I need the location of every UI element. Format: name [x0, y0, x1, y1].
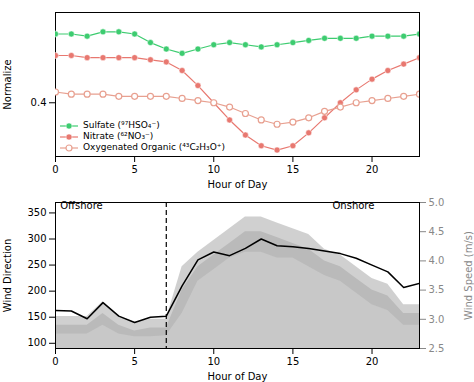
svg-text:20: 20: [366, 164, 379, 175]
svg-text:Hour of Day: Hour of Day: [208, 371, 268, 382]
svg-text:10: 10: [207, 356, 220, 367]
svg-text:Wind Direction: Wind Direction: [2, 239, 13, 313]
svg-text:10: 10: [207, 164, 220, 175]
html-text:Sulfate (⁹⁷HSO₄⁻): Sulfate (⁹⁷HSO₄⁻): [83, 120, 160, 130]
html-text:Oxygenated Organic (⁴³C₂H₃O⁺): Oxygenated Organic (⁴³C₂H₃O⁺): [83, 142, 226, 152]
html-text:Nitrate (⁶²NO₃⁻): Nitrate (⁶²NO₃⁻): [83, 131, 154, 141]
svg-text:150: 150: [27, 311, 46, 322]
svg-text:Hour of Day: Hour of Day: [208, 179, 268, 190]
svg-text:Offshore: Offshore: [60, 200, 102, 211]
svg-text:3.5: 3.5: [429, 284, 445, 295]
svg-text:100: 100: [27, 337, 46, 348]
svg-text:0: 0: [52, 164, 58, 175]
svg-text:0.4: 0.4: [31, 97, 47, 108]
svg-text:Normalize: Normalize: [2, 59, 13, 109]
svg-text:200: 200: [27, 285, 46, 296]
svg-text:5.0: 5.0: [429, 197, 445, 208]
svg-text:Wind Speed (m/s): Wind Speed (m/s): [463, 231, 474, 320]
svg-text:3.0: 3.0: [429, 314, 445, 325]
svg-text:20: 20: [366, 356, 379, 367]
svg-text:5: 5: [131, 356, 137, 367]
svg-text:4.5: 4.5: [429, 226, 445, 237]
svg-text:Onshore: Onshore: [332, 200, 374, 211]
svg-text:300: 300: [27, 233, 46, 244]
svg-text:0: 0: [52, 356, 58, 367]
svg-text:15: 15: [287, 164, 300, 175]
svg-text:350: 350: [27, 207, 46, 218]
svg-text:5: 5: [131, 164, 137, 175]
svg-text:15: 15: [287, 356, 300, 367]
svg-text:2.5: 2.5: [429, 343, 445, 354]
svg-text:250: 250: [27, 259, 46, 270]
svg-text:4.0: 4.0: [429, 255, 445, 266]
